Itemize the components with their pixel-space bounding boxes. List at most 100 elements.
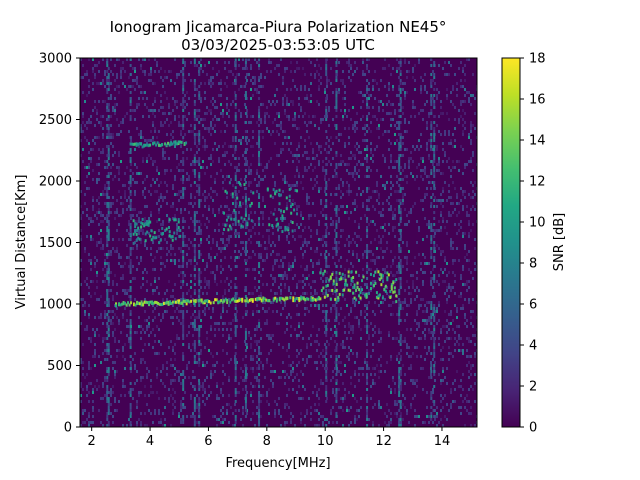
- heatmap-cell: [414, 115, 416, 118]
- heatmap-cell: [136, 220, 138, 223]
- heatmap-cell: [372, 280, 374, 283]
- heatmap-cell: [186, 91, 188, 94]
- noise-band-cell: [182, 103, 185, 106]
- heatmap-cell: [374, 313, 376, 316]
- heatmap-cell: [246, 346, 248, 349]
- heatmap-cell: [144, 331, 146, 334]
- heatmap-cell: [216, 61, 218, 64]
- heatmap-cell: [82, 361, 84, 364]
- heatmap-cell: [452, 355, 454, 358]
- heatmap-cell: [438, 283, 440, 286]
- noise-band-cell: [244, 97, 247, 100]
- heatmap-cell: [162, 154, 164, 157]
- heatmap-cell: [172, 97, 174, 100]
- heatmap-cell: [104, 217, 106, 220]
- heatmap-cell: [246, 160, 248, 163]
- heatmap-cell: [180, 298, 182, 301]
- noise-band-cell: [106, 415, 109, 418]
- heatmap-cell: [138, 58, 140, 61]
- heatmap-cell: [174, 298, 176, 301]
- heatmap-cell: [432, 70, 434, 73]
- heatmap-cell: [158, 412, 160, 415]
- heatmap-cell: [304, 112, 306, 115]
- heatmap-cell: [152, 391, 154, 394]
- heatmap-cell: [430, 250, 432, 253]
- heatmap-cell: [282, 148, 284, 151]
- heatmap-cell: [282, 82, 284, 85]
- heatmap-cell: [202, 193, 204, 196]
- heatmap-cell: [152, 109, 154, 112]
- heatmap-cell: [470, 127, 472, 130]
- heatmap-cell: [362, 268, 364, 271]
- noise-band-cell: [182, 58, 185, 61]
- heatmap-cell: [354, 154, 356, 157]
- heatmap-cell: [288, 136, 290, 139]
- heatmap-cell: [110, 172, 112, 175]
- heatmap-cell: [402, 199, 404, 202]
- noise-band-cell: [129, 337, 132, 340]
- noise-band-cell: [193, 154, 196, 157]
- heatmap-cell: [448, 313, 450, 316]
- heatmap-cell: [460, 307, 462, 310]
- heatmap-cell: [432, 331, 434, 334]
- heatmap-cell: [246, 226, 248, 229]
- heatmap-cell: [102, 340, 104, 343]
- heatmap-cell: [290, 421, 292, 424]
- heatmap-cell: [318, 424, 320, 427]
- heatmap-cell: [372, 421, 374, 424]
- heatmap-cell: [132, 277, 134, 280]
- heatmap-cell: [218, 208, 220, 211]
- heatmap-cell: [268, 160, 270, 163]
- heatmap-cell: [294, 292, 296, 295]
- noise-band-cell: [106, 376, 109, 379]
- heatmap-cell: [200, 349, 202, 352]
- heatmap-cell: [252, 226, 254, 229]
- heatmap-cell: [250, 382, 252, 385]
- heatmap-cell: [224, 61, 226, 64]
- heatmap-cell: [474, 247, 476, 250]
- heatmap-cell: [298, 154, 300, 157]
- heatmap-cell: [432, 409, 434, 412]
- heatmap-cell: [224, 418, 226, 421]
- heatmap-cell: [250, 367, 252, 370]
- heatmap-cell: [304, 268, 306, 271]
- heatmap-cell: [128, 391, 130, 394]
- heatmap-cell: [464, 163, 466, 166]
- heatmap-cell: [204, 139, 206, 142]
- heatmap-cell: [218, 328, 220, 331]
- heatmap-cell: [466, 58, 468, 61]
- heatmap-cell: [334, 319, 336, 322]
- heatmap-cell: [364, 127, 366, 130]
- heatmap-cell: [362, 73, 364, 76]
- heatmap-cell: [306, 361, 308, 364]
- heatmap-cell: [454, 73, 456, 76]
- heatmap-cell: [330, 82, 332, 85]
- heatmap-cell: [190, 124, 192, 127]
- noise-band-cell: [234, 418, 237, 421]
- noise-band-cell: [106, 187, 109, 190]
- heatmap-cell: [288, 355, 290, 358]
- heatmap-cell: [206, 283, 208, 286]
- heatmap-cell: [390, 118, 392, 121]
- heatmap-cell: [294, 274, 296, 277]
- heatmap-cell: [202, 394, 204, 397]
- heatmap-cell: [304, 145, 306, 148]
- heatmap-cell: [252, 313, 254, 316]
- heatmap-cell: [272, 340, 274, 343]
- heatmap-cell: [204, 64, 206, 67]
- heatmap-cell: [356, 205, 358, 208]
- heatmap-cell: [324, 169, 326, 172]
- noise-band-cell: [234, 370, 237, 373]
- heatmap-cell: [432, 148, 434, 151]
- heatmap-cell: [442, 370, 444, 373]
- heatmap-cell: [318, 85, 320, 88]
- heatmap-cell: [122, 238, 124, 241]
- heatmap-cell: [316, 340, 318, 343]
- heatmap-cell: [284, 301, 286, 304]
- heatmap-cell: [412, 205, 414, 208]
- heatmap-cell: [86, 328, 88, 331]
- heatmap-cell: [92, 328, 94, 331]
- heatmap-cell: [244, 178, 246, 181]
- heatmap-cell: [346, 181, 348, 184]
- heatmap-cell: [272, 370, 274, 373]
